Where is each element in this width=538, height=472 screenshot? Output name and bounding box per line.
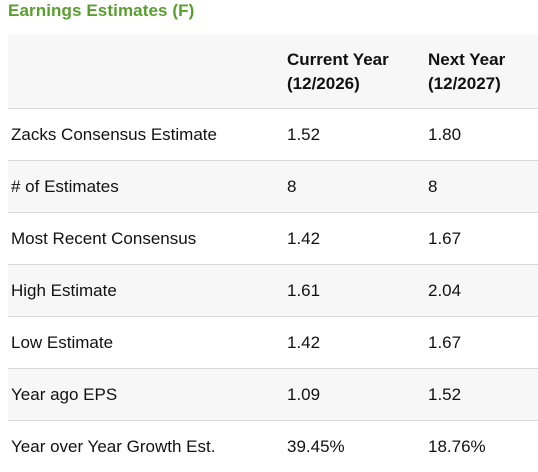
header-row: Current Year (12/2026) Next Year (12/202… <box>8 35 538 109</box>
current-year-value: 1.61 <box>284 265 426 317</box>
row-label: High Estimate <box>8 265 284 317</box>
row-label: Most Recent Consensus <box>8 213 284 265</box>
current-year-title: Current Year <box>287 48 426 72</box>
row-label: # of Estimates <box>8 161 284 213</box>
next-year-value: 1.67 <box>426 213 538 265</box>
row-label: Zacks Consensus Estimate <box>8 109 284 161</box>
current-year-value: 8 <box>284 161 426 213</box>
next-year-value: 1.80 <box>426 109 538 161</box>
next-year-value: 8 <box>426 161 538 213</box>
row-label: Low Estimate <box>8 317 284 369</box>
current-year-value: 1.52 <box>284 109 426 161</box>
table-body: Zacks Consensus Estimate 1.52 1.80 # of … <box>8 109 538 472</box>
earnings-estimates-table: Current Year (12/2026) Next Year (12/202… <box>8 35 538 472</box>
header-current-year: Current Year (12/2026) <box>284 35 426 109</box>
table-row: Low Estimate 1.42 1.67 <box>8 317 538 369</box>
next-year-value: 1.52 <box>426 369 538 421</box>
current-year-period: (12/2026) <box>287 72 426 96</box>
table-row: Zacks Consensus Estimate 1.52 1.80 <box>8 109 538 161</box>
next-year-title: Next Year <box>428 48 538 72</box>
table-header: Current Year (12/2026) Next Year (12/202… <box>8 35 538 109</box>
table-row: Most Recent Consensus 1.42 1.67 <box>8 213 538 265</box>
panel-title: Earnings Estimates (F) <box>8 1 194 21</box>
table-row: Year over Year Growth Est. 39.45% 18.76% <box>8 421 538 472</box>
table-row: Year ago EPS 1.09 1.52 <box>8 369 538 421</box>
row-label: Year ago EPS <box>8 369 284 421</box>
next-year-value: 18.76% <box>426 421 538 472</box>
next-year-period: (12/2027) <box>428 72 538 96</box>
current-year-value: 1.09 <box>284 369 426 421</box>
table-row: High Estimate 1.61 2.04 <box>8 265 538 317</box>
next-year-value: 1.67 <box>426 317 538 369</box>
header-next-year: Next Year (12/2027) <box>426 35 538 109</box>
header-label-column <box>8 35 284 109</box>
current-year-value: 1.42 <box>284 317 426 369</box>
current-year-value: 39.45% <box>284 421 426 472</box>
next-year-value: 2.04 <box>426 265 538 317</box>
row-label: Year over Year Growth Est. <box>8 421 284 472</box>
current-year-value: 1.42 <box>284 213 426 265</box>
table-row: # of Estimates 8 8 <box>8 161 538 213</box>
